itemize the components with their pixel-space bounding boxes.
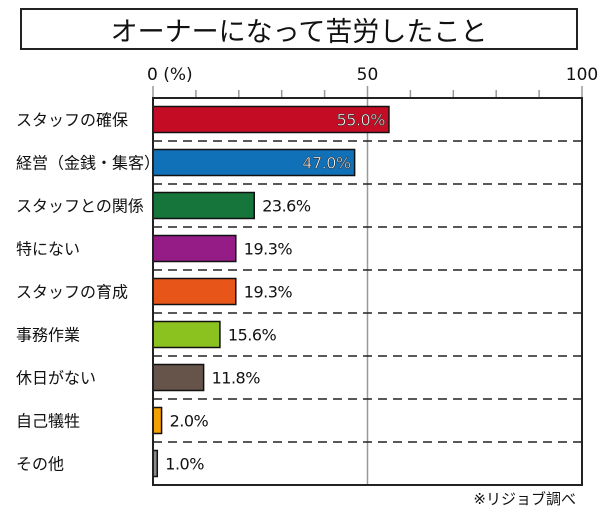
- category-label: スタッフとの関係: [16, 197, 144, 216]
- bar: [152, 320, 221, 349]
- category-label: 特にない: [16, 240, 80, 259]
- bar: [152, 277, 237, 306]
- bar: [152, 105, 390, 134]
- bar: [152, 363, 205, 392]
- category-label: 経営（金銭・集客）: [16, 154, 160, 173]
- category-label: スタッフの育成: [16, 283, 128, 302]
- data-label: 19.3%: [244, 240, 293, 259]
- category-label: 事務作業: [16, 326, 80, 345]
- tick-label: 100: [566, 65, 598, 85]
- source-note: ※リジョブ調べ: [473, 490, 576, 508]
- data-label: 23.6%: [262, 197, 311, 216]
- category-label: 休日がない: [16, 369, 96, 388]
- data-label: 55.0%: [337, 111, 386, 130]
- chart-title: オーナーになって苦労したこと: [20, 8, 578, 50]
- tick-label: 50: [357, 65, 379, 85]
- bar: [152, 191, 255, 220]
- data-label: 1.0%: [165, 455, 204, 474]
- plot-frame: [152, 97, 583, 486]
- data-label: 47.0%: [302, 154, 351, 173]
- data-label: 2.0%: [170, 412, 209, 431]
- bar: [152, 406, 163, 435]
- data-label: 19.3%: [244, 283, 293, 302]
- category-label: その他: [16, 455, 64, 474]
- data-label: 15.6%: [228, 326, 277, 345]
- bar: [152, 234, 237, 263]
- category-label: スタッフの確保: [16, 111, 128, 130]
- tick-label: 0 (%): [147, 65, 193, 85]
- data-label: 11.8%: [212, 369, 261, 388]
- category-label: 自己犠牲: [16, 412, 80, 431]
